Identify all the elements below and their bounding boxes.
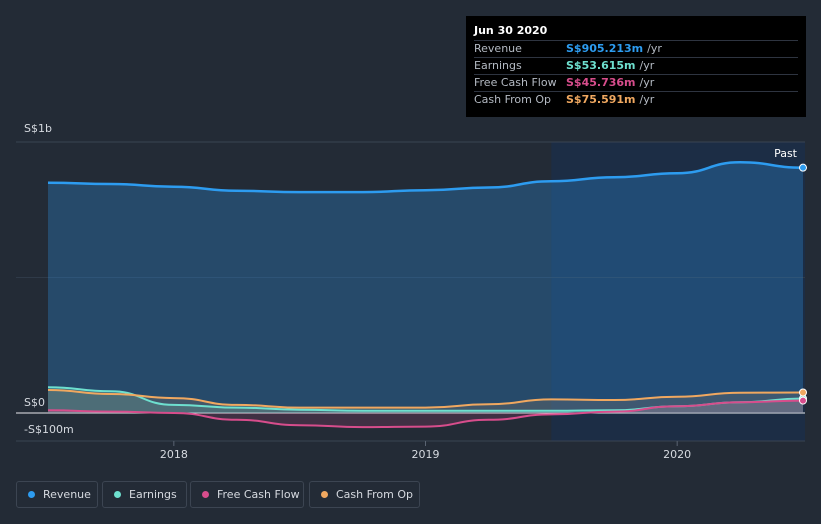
y-axis: S$1b S$0 -S$100m [24,122,74,436]
tooltip-unit: /yr [647,42,662,55]
x-tick-label: 2020 [663,448,691,461]
series-areas [48,162,803,428]
past-label: Past [774,147,798,160]
tooltip-unit: /yr [639,93,655,106]
legend-earnings[interactable]: Earnings [102,481,187,508]
tooltip-label: Earnings [474,59,522,72]
past-period-band [551,142,805,441]
tooltip-date: Jun 30 2020 [474,24,548,37]
tooltip-value: S$45.736m [566,76,636,89]
free-cash-flow-endpoint [799,396,807,405]
legend-revenue[interactable]: Revenue [16,481,98,508]
y-tick-label: S$0 [24,396,45,409]
legend-free-cash-flow[interactable]: Free Cash Flow [190,481,304,508]
revenue-dot-icon [28,491,35,498]
series-endpoints [799,163,807,405]
tooltip-unit: /yr [639,76,655,89]
revenue-area [48,162,803,413]
x-axis: 2018 2019 2020 [160,441,691,461]
earnings-area [48,387,803,413]
tooltip: Jun 30 2020 Revenue S$905.213m /yr Earni… [466,16,806,117]
y-tick-label: -S$100m [24,423,74,436]
tooltip-value: S$75.591m [566,93,636,106]
legend-label: Revenue [43,488,91,501]
cash-from-op-dot-icon [321,491,328,498]
tooltip-label: Revenue [474,42,522,55]
y-tick-label: S$1b [24,122,52,135]
x-tick-label: 2018 [160,448,188,461]
revenue-endpoint [799,163,807,172]
legend-cash-from-op[interactable]: Cash From Op [309,481,420,508]
tooltip-row-earnings: Earnings S$53.615m /yr [474,57,798,74]
legend-label: Cash From Op [336,488,414,501]
cash-from-op-endpoint [799,388,807,397]
tooltip-unit: /yr [639,59,655,72]
tooltip-row-free-cash-flow: Free Cash Flow S$45.736m /yr [474,74,798,91]
legend-label: Free Cash Flow [217,488,300,501]
legend-label: Earnings [129,488,177,501]
free-cash-flow-dot-icon [202,491,209,498]
revenue-line [47,161,804,194]
cash-from-op-line [47,389,804,409]
tooltip-row-cash-from-op: Cash From Op S$75.591m /yr [474,91,798,108]
tooltip-label: Cash From Op [474,93,552,106]
series-lines [47,161,804,429]
free-cash-flow-line [47,399,804,429]
free-cash-flow-area [48,400,803,428]
tooltip-label: Free Cash Flow [474,76,557,89]
tooltip-value: S$905.213m [566,42,644,55]
tooltip-row-revenue: Revenue S$905.213m /yr [474,40,798,57]
earnings-dot-icon [114,491,121,498]
tooltip-value: S$53.615m [566,59,636,72]
x-tick-label: 2019 [412,448,440,461]
